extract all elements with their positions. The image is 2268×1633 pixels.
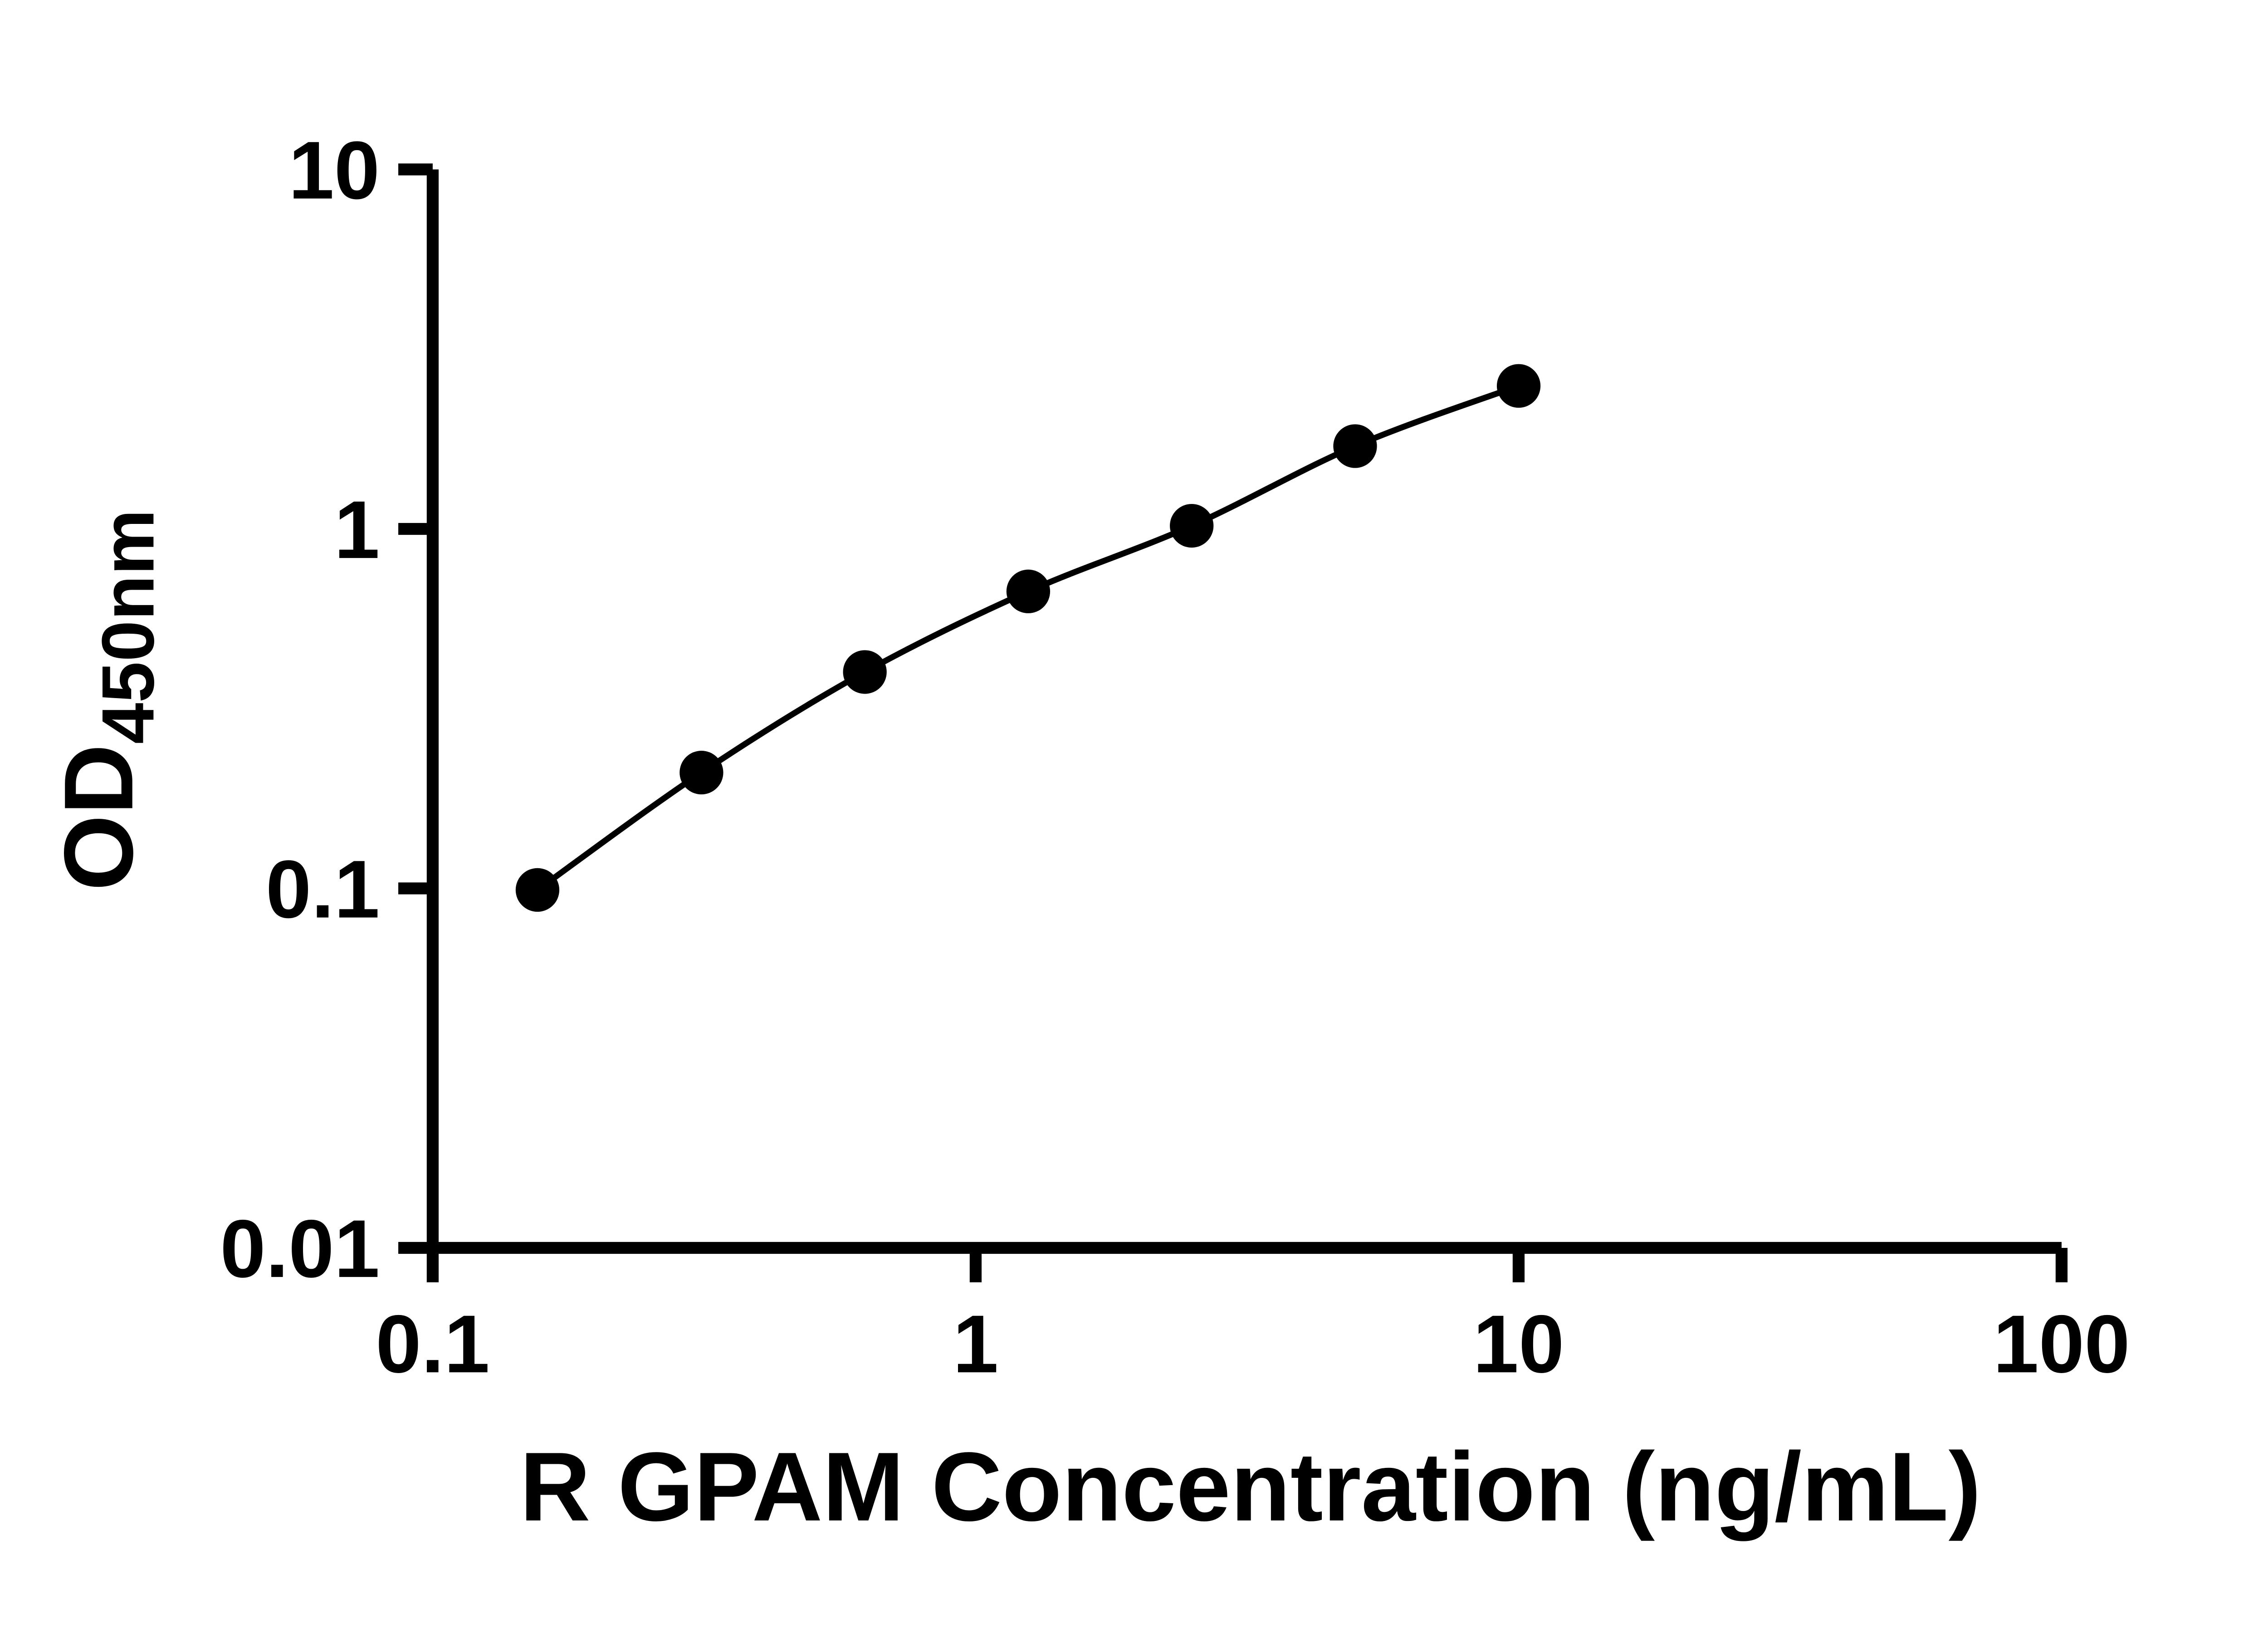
fit-curve	[536, 383, 1520, 893]
y-axis-title: OD450nm	[44, 509, 170, 891]
x-axis-title: R GPAM Concentration (ng/mL)	[520, 1432, 1981, 1541]
data-point	[843, 650, 887, 694]
x-tick-label: 1	[953, 1298, 999, 1390]
x-tick-label: 100	[1993, 1298, 2130, 1390]
data-point	[1333, 424, 1377, 468]
x-tick-label: 0.1	[376, 1298, 489, 1390]
y-tick-label: 1	[334, 484, 380, 576]
data-point	[1170, 504, 1214, 548]
data-point	[679, 751, 723, 795]
x-tick-label: 10	[1473, 1298, 1564, 1390]
y-tick-label: 0.1	[266, 844, 380, 935]
data-point	[515, 868, 560, 912]
y-tick-label: 0.01	[220, 1203, 380, 1295]
data-point	[1006, 569, 1051, 613]
y-tick-label: 10	[288, 125, 380, 216]
data-point	[1496, 364, 1541, 408]
axes	[426, 169, 2062, 1254]
y-axis-title-sub: 450nm	[86, 509, 169, 744]
tick-marks	[398, 163, 2068, 1282]
data-series	[515, 364, 1541, 912]
y-axis-title-main: OD	[44, 744, 153, 891]
